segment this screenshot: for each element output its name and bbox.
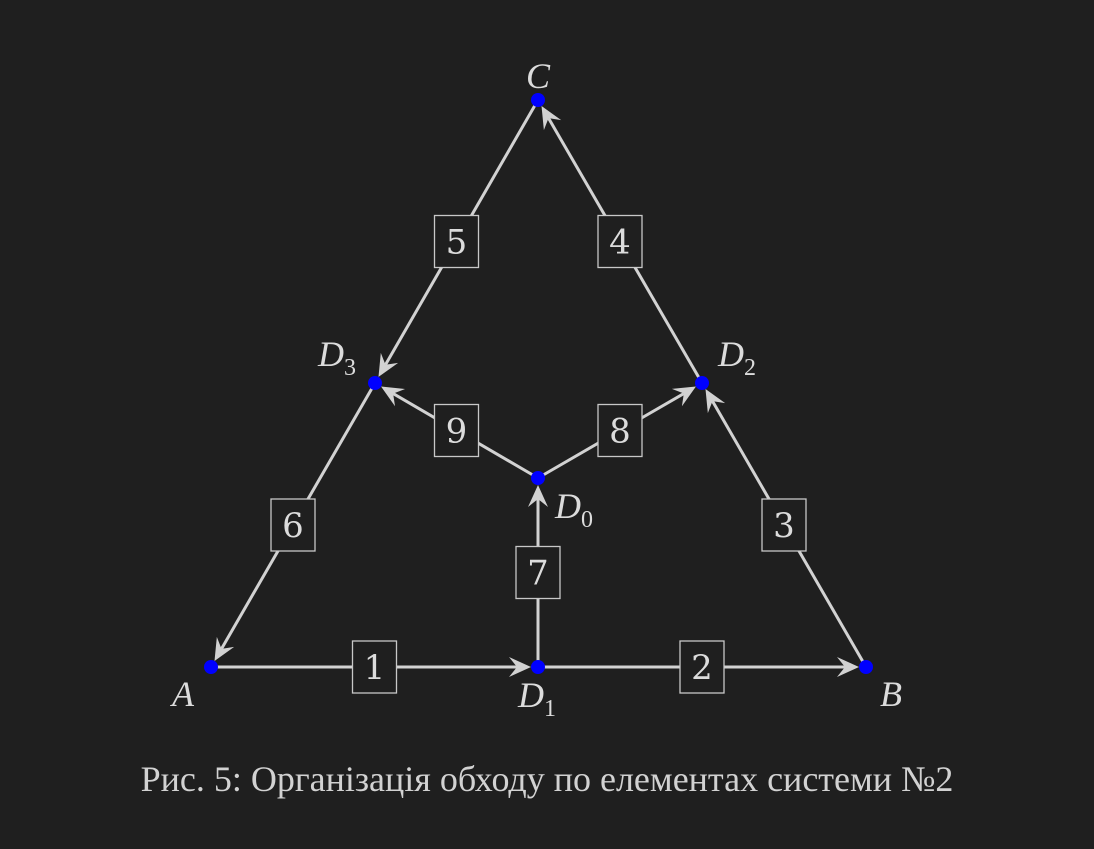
node-label-d1: D1 [517, 675, 556, 722]
edge-label-box [597, 403, 643, 458]
arrowhead [837, 657, 859, 677]
edges-layer: 1 2 3 4 5 6 7 8 9 [214, 101, 866, 694]
node-d2 [695, 376, 709, 390]
edge-label-box [515, 545, 561, 600]
node-label-a: A [170, 674, 195, 714]
edge-label: 4 [609, 223, 631, 263]
edge-4: 4 [541, 106, 702, 382]
edge-label-box [679, 640, 725, 694]
node-c [531, 93, 545, 107]
nodes-layer [204, 93, 873, 674]
edge-5: 5 [378, 101, 538, 377]
arrowhead [528, 485, 548, 507]
arrowhead [509, 657, 531, 677]
node-d3 [368, 376, 382, 390]
node-label-b: B [880, 674, 902, 714]
node-a [204, 660, 218, 674]
arrowhead [378, 352, 399, 377]
node-labels-layer: C D3 D2 D0 A D1 B [170, 56, 902, 722]
edge-2: 2 [541, 640, 859, 694]
traversal-diagram: 1 2 3 4 5 6 7 8 9 C D3 D2 D0 A D1 B [170, 56, 902, 722]
node-label-d3: D3 [317, 334, 356, 381]
node-d0 [531, 471, 545, 485]
arrowhead [214, 636, 235, 661]
edge-label: 8 [609, 412, 631, 452]
arrowhead [671, 386, 696, 407]
edge-6: 6 [214, 384, 375, 661]
node-b [859, 660, 873, 674]
edge-label: 7 [527, 554, 549, 594]
edge-9: 9 [381, 386, 537, 478]
node-label-d2: D2 [717, 334, 756, 381]
edge-label-box [433, 403, 480, 458]
edge-1: 1 [214, 640, 531, 694]
edge-label-box [597, 214, 643, 269]
node-label-c: C [526, 56, 551, 96]
edge-3: 3 [705, 389, 866, 666]
node-label-d0: D0 [554, 486, 593, 533]
edge-label: 1 [364, 648, 386, 688]
edge-label-box [761, 498, 807, 552]
edge-label: 2 [691, 648, 713, 688]
edge-label: 5 [446, 223, 468, 263]
edge-7: 7 [515, 485, 561, 664]
node-d1 [531, 660, 545, 674]
arrowhead [705, 389, 726, 414]
edge-label-box [270, 498, 316, 552]
edge-label: 9 [446, 412, 468, 452]
arrowhead [541, 106, 562, 131]
edge-label: 6 [282, 506, 304, 546]
edge-label-box [433, 214, 480, 269]
arrowhead [381, 386, 406, 407]
figure-caption: Рис. 5: Організація обходу по елементах … [140, 759, 954, 799]
edge-8: 8 [539, 386, 696, 478]
edge-label-box [351, 640, 398, 694]
edge-label: 3 [773, 506, 795, 546]
